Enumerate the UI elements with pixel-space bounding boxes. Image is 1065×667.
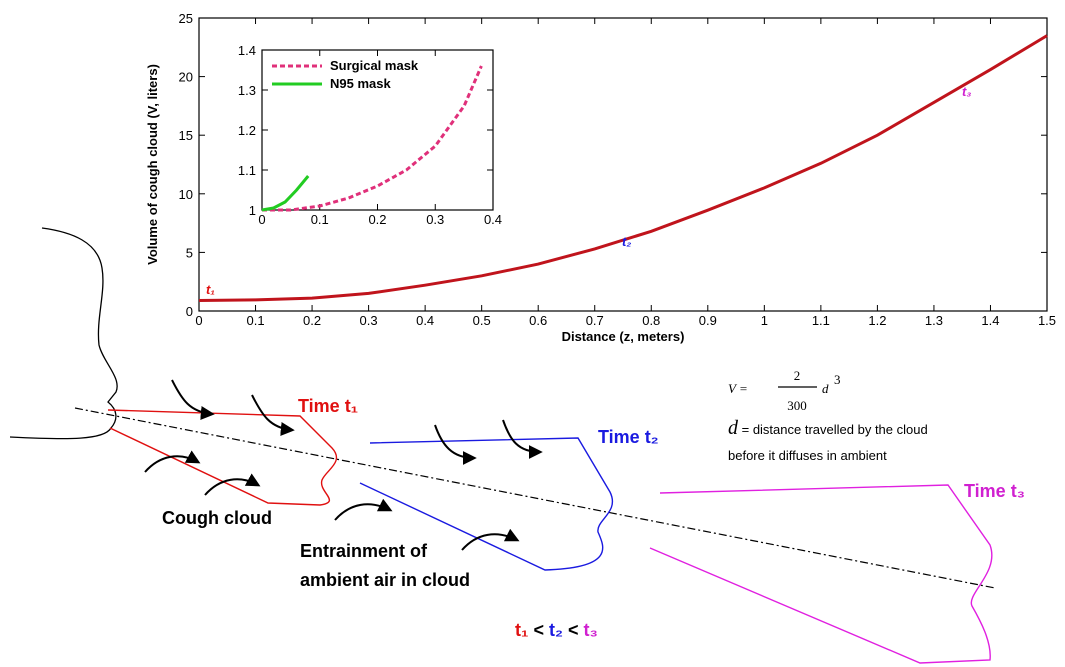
- arrow: [462, 534, 517, 550]
- order-part: t₁: [515, 620, 528, 640]
- entrainment-label: ambient air in cloud: [300, 570, 470, 590]
- x-tick-label: 0.4: [416, 313, 434, 328]
- figure: Time t₁ Time t₂ Time t₃ Cough cloud Entr…: [0, 0, 1065, 667]
- order-part: t₃: [583, 620, 597, 640]
- page: Time t₁ Time t₂ Time t₃ Cough cloud Entr…: [0, 0, 1065, 667]
- order-part: <: [563, 620, 584, 640]
- x-tick-label: 0.9: [699, 313, 717, 328]
- x-tick-label: 0.5: [473, 313, 491, 328]
- order-part: t₂: [549, 620, 563, 640]
- arrow: [172, 380, 212, 414]
- y-tick-label: 25: [179, 11, 193, 26]
- y-tick-label: 15: [179, 128, 193, 143]
- legend-label: N95 mask: [330, 76, 391, 91]
- formula-lhs: V =: [728, 381, 748, 396]
- formula-numerator: 2: [794, 368, 801, 383]
- definition: before it diffuses in ambient: [728, 448, 887, 463]
- arrow: [503, 420, 540, 452]
- y-tick-label: 1.3: [238, 83, 256, 98]
- x-tick-label: 0.3: [360, 313, 378, 328]
- entrainment-label: Entrainment of: [300, 541, 428, 561]
- legend-label: Surgical mask: [330, 58, 419, 73]
- arrow: [252, 395, 292, 430]
- x-tick-label: 1.1: [812, 313, 830, 328]
- x-tick-label: 0.1: [246, 313, 264, 328]
- x-tick-label: 0: [258, 212, 265, 227]
- cloud-t3: [650, 485, 992, 663]
- x-axis-label: Distance (z, meters): [562, 329, 685, 344]
- formula: V = 2 300 d 3: [728, 368, 841, 413]
- formula-var: d: [822, 381, 829, 396]
- order-part: <: [528, 620, 549, 640]
- x-tick-label: 0: [195, 313, 202, 328]
- cough-cloud-label: Cough cloud: [162, 508, 272, 528]
- y-axis-label: Volume of cough cloud (V, liters): [145, 64, 160, 265]
- order-label: t₁ < t₂ < t₃: [515, 620, 598, 640]
- x-tick-label: 1.2: [868, 313, 886, 328]
- x-tick-label: 1.4: [981, 313, 999, 328]
- time-label: Time t₂: [598, 427, 659, 447]
- x-tick-label: 0.8: [642, 313, 660, 328]
- x-tick-label: 1.3: [925, 313, 943, 328]
- point-label: t₁: [206, 282, 215, 297]
- x-tick-label: 0.6: [529, 313, 547, 328]
- definition: d = distance travelled by the cloud: [728, 417, 928, 439]
- x-tick-label: 1: [761, 313, 768, 328]
- point-label: t₃: [962, 84, 971, 99]
- y-tick-label: 1.4: [238, 43, 256, 58]
- x-tick-label: 0.7: [586, 313, 604, 328]
- y-tick-label: 1: [249, 203, 256, 218]
- x-tick-label: 0.3: [426, 212, 444, 227]
- y-tick-label: 1.1: [238, 163, 256, 178]
- point-label: t₂: [622, 234, 631, 249]
- y-tick-label: 5: [186, 245, 193, 260]
- y-tick-label: 10: [179, 187, 193, 202]
- time-label: Time t₃: [964, 481, 1025, 501]
- x-tick-label: 0.2: [303, 313, 321, 328]
- x-tick-label: 1.5: [1038, 313, 1056, 328]
- head-profile: [10, 228, 117, 439]
- arrow: [335, 504, 390, 520]
- y-tick-label: 0: [186, 304, 193, 319]
- plot-area: [262, 50, 493, 210]
- x-tick-label: 0.2: [368, 212, 386, 227]
- formula-denominator: 300: [787, 398, 807, 413]
- arrow: [205, 479, 258, 495]
- y-tick-label: 1.2: [238, 123, 256, 138]
- x-tick-label: 0.1: [311, 212, 329, 227]
- y-tick-label: 20: [179, 70, 193, 85]
- definition-text: = distance travelled by the cloud: [738, 422, 928, 437]
- cloud-t1: [108, 410, 336, 505]
- formula-power: 3: [834, 372, 841, 387]
- arrow: [145, 456, 198, 472]
- time-label: Time t₁: [298, 396, 358, 416]
- x-tick-label: 0.4: [484, 212, 502, 227]
